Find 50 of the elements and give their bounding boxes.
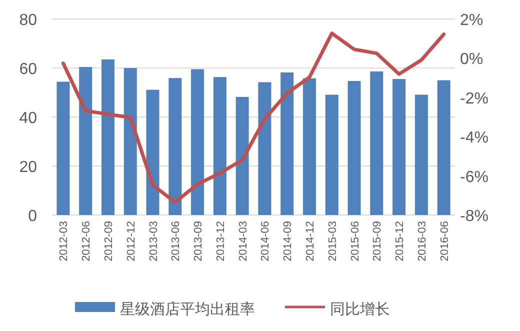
x-tick-label: 2016-06: [438, 221, 451, 262]
bar: [437, 80, 450, 215]
bar: [124, 68, 137, 215]
legend-label: 星级酒店平均出租率: [120, 301, 255, 318]
x-tick-label: 2014-03: [237, 221, 250, 262]
bar: [79, 67, 92, 215]
x-tick-label: 2012-06: [80, 221, 93, 262]
line-series: [61, 32, 446, 204]
y2-tick-label: -4%: [460, 130, 488, 147]
x-tick-label: 2012-12: [125, 221, 138, 262]
bar: [392, 79, 406, 215]
y2-tick-label: 0%: [460, 51, 484, 68]
bar: [213, 77, 226, 215]
x-tick-label: 2014-12: [304, 221, 316, 262]
y-tick-label: 80: [19, 12, 38, 29]
x-tick-label: 2016-03: [416, 221, 428, 262]
bar: [101, 59, 114, 215]
x-tick-label: 2015-06: [349, 221, 362, 262]
x-tick-label: 2014-09: [282, 221, 294, 262]
x-tick-label: 2012-03: [58, 221, 70, 262]
legend-label: 同比增长: [330, 301, 390, 318]
bar: [191, 69, 204, 215]
x-tick-label: 2013-06: [170, 221, 182, 262]
y-tick-label: 40: [19, 110, 38, 127]
y2-tick-label: -8%: [460, 208, 488, 225]
x-tick-label: 2013-09: [192, 221, 205, 262]
bar: [236, 96, 249, 215]
x-tick-label: 2015-09: [372, 221, 384, 262]
x-tick-label: 2015-03: [326, 221, 339, 262]
x-tick-label: 2014-06: [260, 221, 272, 262]
bar: [168, 78, 182, 215]
bar: [348, 80, 361, 215]
x-tick-label: 2012-09: [102, 221, 115, 262]
bar: [56, 82, 70, 215]
x-tick-label: 2013-12: [214, 221, 227, 262]
bar: [370, 71, 384, 215]
bar: [258, 82, 272, 215]
y2-tick-label: -6%: [460, 168, 488, 186]
x-tick-label: 2015-12: [394, 221, 406, 262]
y-tick-label: 20: [19, 159, 38, 176]
bar: [302, 78, 316, 215]
y2-tick-label: -2%: [460, 90, 488, 108]
bar: [414, 94, 428, 215]
x-tick-label: 2013-03: [148, 221, 160, 262]
y-tick-label: 0: [28, 208, 38, 225]
bar: [325, 94, 338, 215]
bar: [280, 72, 294, 215]
y2-tick-label: 2%: [460, 12, 484, 29]
bar: [146, 90, 160, 215]
y-tick-label: 60: [19, 61, 38, 78]
